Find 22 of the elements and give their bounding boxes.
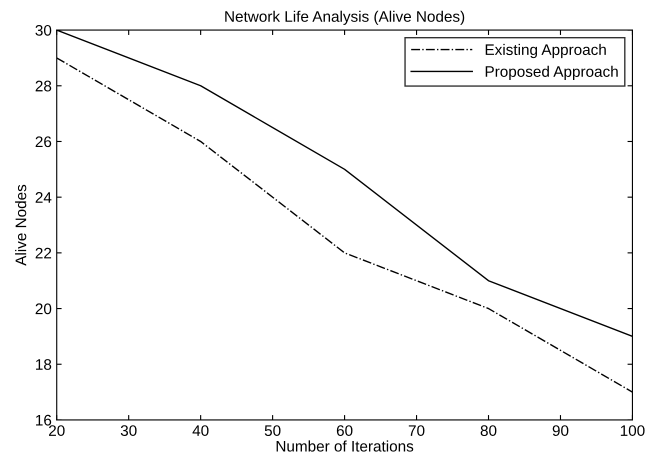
y-tick-label: 22	[36, 248, 52, 258]
x-tick-label: 70	[408, 425, 424, 436]
x-tick-label: 80	[480, 425, 496, 436]
y-axis-title: Alive Nodes	[15, 184, 26, 266]
x-tick-label: 90	[552, 425, 568, 436]
x-tick-label: 100	[620, 425, 645, 436]
y-tick-label: 28	[36, 80, 52, 92]
y-tick-label: 26	[36, 136, 52, 148]
y-tick-label: 16	[36, 414, 52, 426]
legend-label: Existing Approach	[486, 44, 606, 58]
x-tick-label: 40	[192, 425, 209, 436]
x-axis-title: Number of Iterations	[276, 440, 414, 452]
x-tick-label: 50	[264, 425, 281, 436]
chart-title: Network Life Analysis (Alive Nodes)	[225, 10, 464, 25]
y-tick-label: 24	[36, 192, 52, 203]
y-tick-label: 20	[36, 303, 52, 314]
y-tick-label: 18	[36, 359, 52, 370]
y-tick-label: 30	[35, 24, 52, 36]
x-tick-label: 30	[120, 425, 137, 436]
x-tick-label: 20	[48, 425, 65, 436]
x-tick-label: 60	[336, 425, 352, 436]
legend-label: Proposed Approach	[486, 66, 618, 80]
